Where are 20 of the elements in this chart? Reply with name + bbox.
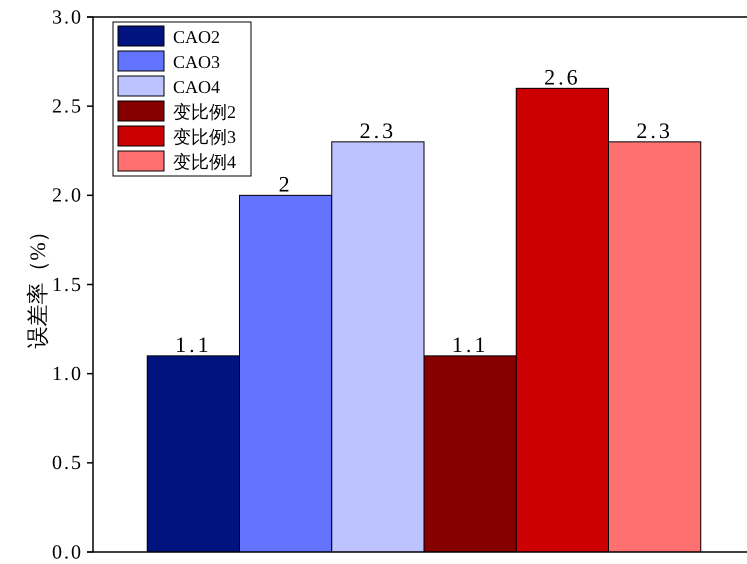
y-tick-label: 0.0 <box>52 541 83 564</box>
data-label: 2.6 <box>544 64 581 90</box>
y-tick-label: 2.0 <box>52 184 83 207</box>
data-label: 1.1 <box>452 332 488 357</box>
data-label: 1.1 <box>175 332 212 357</box>
legend-label: CAO3 <box>173 52 220 72</box>
legend-label: CAO2 <box>173 27 220 47</box>
y-tick-label: 1.0 <box>52 363 83 386</box>
y-tick-label: 0.5 <box>52 452 83 474</box>
legend-label: 变比例4 <box>173 152 236 172</box>
legend-label: 变比例3 <box>173 127 236 147</box>
y-tick-label: 3.0 <box>52 6 83 28</box>
data-label: 2 <box>278 171 293 196</box>
y-tick-label: 2.5 <box>52 96 83 118</box>
y-axis-title: 误差率（%） <box>25 220 50 349</box>
y-tick-label: 1.5 <box>52 274 83 296</box>
legend-label: CAO4 <box>173 77 220 97</box>
legend-label: 变比例2 <box>173 102 236 122</box>
data-label: 2.3 <box>360 118 396 143</box>
data-label: 2.3 <box>636 118 673 143</box>
